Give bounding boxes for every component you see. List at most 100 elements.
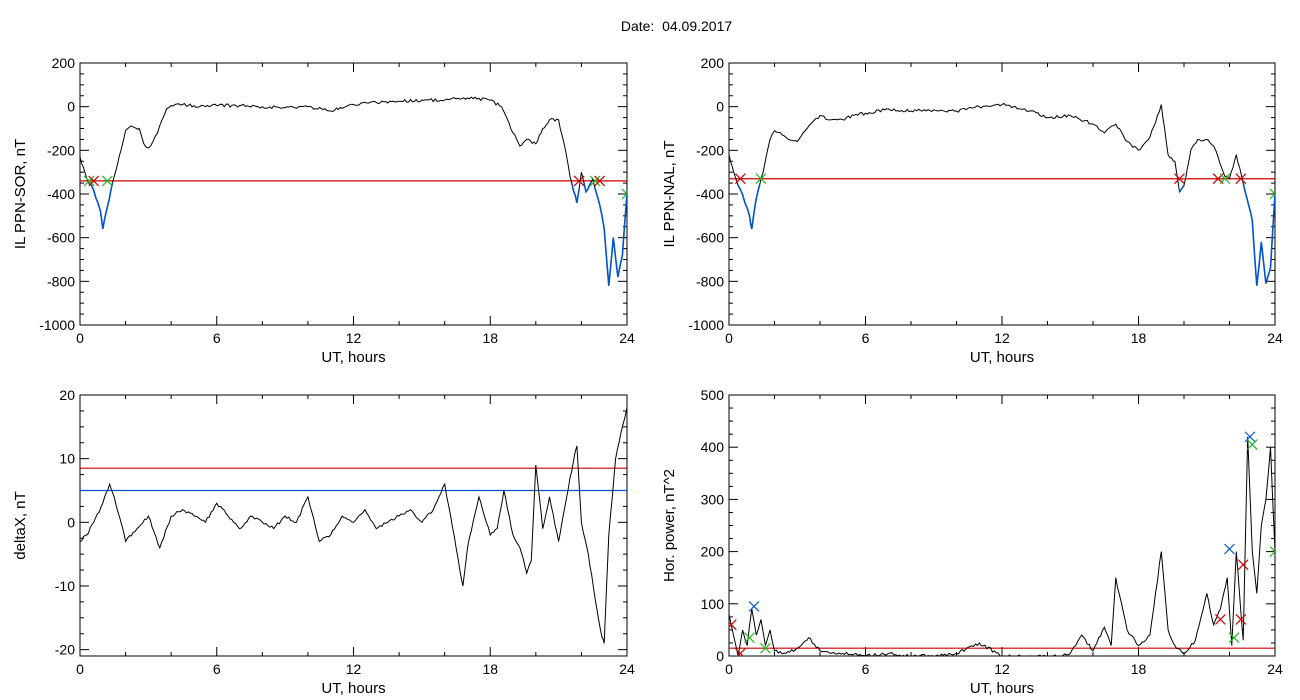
y-tick-label: -1000 — [688, 317, 724, 333]
y-tick-label: 500 — [701, 387, 725, 403]
event-marker — [621, 188, 627, 200]
event-marker-stroke — [589, 175, 601, 187]
series-line — [729, 102, 1275, 286]
x-tick-label: 6 — [213, 330, 221, 346]
x-tick-label: 12 — [994, 661, 1010, 677]
x-tick-label: 0 — [76, 330, 84, 346]
event-marker-stroke — [759, 642, 771, 654]
event-marker-stroke — [1237, 559, 1249, 571]
event-marker — [589, 175, 601, 187]
event-marker — [1246, 439, 1258, 451]
event-marker-stroke — [1246, 439, 1258, 451]
x-tick-label: 24 — [619, 661, 635, 677]
y-tick-label: -800 — [47, 273, 75, 289]
x-tick-label: 18 — [1131, 330, 1147, 346]
x-tick-label: 24 — [1267, 661, 1283, 677]
event-marker — [1269, 188, 1275, 200]
y-tick-label: 200 — [701, 55, 725, 71]
event-marker-stroke — [1235, 614, 1247, 625]
event-marker — [1235, 173, 1247, 185]
below-threshold-segment — [593, 186, 627, 286]
x-tick-label: 0 — [725, 330, 733, 346]
page-title: Date: 04.09.2017 — [620, 18, 733, 34]
x-tick-label: 24 — [619, 330, 635, 346]
event-marker-stroke — [729, 619, 737, 628]
event-marker-stroke — [734, 173, 746, 185]
event-marker — [759, 642, 771, 654]
event-marker-stroke — [1269, 546, 1275, 553]
y-tick-label: -600 — [696, 230, 724, 246]
y-tick-label: 0 — [716, 648, 724, 664]
x-tick-label: 24 — [1267, 330, 1283, 346]
event-marker — [1235, 614, 1247, 625]
x-tick-label: 18 — [1131, 661, 1147, 677]
event-marker — [1269, 546, 1275, 558]
x-tick-label: 0 — [76, 661, 84, 677]
event-marker-stroke — [736, 647, 746, 656]
plot-frame — [79, 394, 628, 657]
y-axis-label: IL PPN-SOR, nT — [12, 139, 29, 249]
x-tick-label: 6 — [862, 330, 870, 346]
y-tick-label: 100 — [701, 596, 725, 612]
event-marker-stroke — [1224, 543, 1235, 555]
event-marker-stroke — [1174, 173, 1185, 185]
plot-frame — [728, 62, 1276, 326]
series-line — [80, 407, 627, 644]
x-axis-label: UT, hours — [321, 680, 385, 697]
x-tick-label: 0 — [725, 661, 733, 677]
event-marker-stroke — [1219, 173, 1231, 185]
y-tick-label: 10 — [59, 451, 75, 467]
below-threshold-segment — [570, 182, 580, 203]
event-marker-stroke — [594, 175, 606, 187]
series-line — [80, 96, 627, 286]
event-marker-stroke — [744, 632, 755, 644]
event-marker — [101, 175, 113, 187]
below-threshold-segment — [737, 184, 761, 230]
event-marker — [83, 175, 95, 187]
y-tick-label: -10 — [55, 578, 75, 594]
event-marker-stroke — [101, 175, 113, 187]
x-tick-label: 12 — [346, 330, 362, 346]
event-marker-stroke — [621, 188, 627, 195]
event-marker — [1244, 431, 1256, 443]
event-marker-stroke — [1235, 173, 1247, 185]
event-marker — [734, 173, 746, 185]
y-tick-label: 200 — [701, 544, 725, 560]
event-marker — [1224, 543, 1235, 555]
x-axis-label: UT, hours — [970, 680, 1034, 697]
x-tick-label: 12 — [994, 330, 1010, 346]
y-tick-label: -400 — [47, 186, 75, 202]
event-marker-stroke — [573, 175, 585, 187]
event-marker-stroke — [88, 175, 100, 187]
plot-area — [80, 407, 627, 644]
event-marker-stroke — [755, 173, 767, 185]
below-threshold-segment — [1178, 184, 1185, 193]
y-tick-label: -20 — [55, 642, 75, 658]
event-marker-stroke — [1244, 431, 1256, 443]
series-line — [729, 436, 1275, 656]
y-tick-label: -800 — [696, 273, 724, 289]
event-marker — [1237, 559, 1249, 571]
event-marker-stroke — [1269, 193, 1275, 200]
x-tick-label: 6 — [862, 661, 870, 677]
x-tick-label: 6 — [213, 661, 221, 677]
plot-area — [729, 431, 1275, 656]
event-marker — [729, 619, 737, 631]
event-marker — [1228, 632, 1240, 644]
event-marker-stroke — [748, 600, 760, 612]
event-marker — [573, 175, 585, 187]
chart-panel-power: 0 6 12 18 24 0 100 200 300 400 500 UT, hours Hor. po… — [661, 387, 1283, 697]
y-tick-label: -200 — [696, 142, 724, 158]
y-axis-label: Hor. power, nT^2 — [661, 469, 678, 582]
y-tick-label: -200 — [47, 142, 75, 158]
event-marker — [1214, 614, 1226, 625]
event-marker-stroke — [1269, 188, 1275, 195]
event-marker-stroke — [1214, 614, 1226, 625]
y-axis-label: IL PPN-NAL, nT — [661, 141, 678, 248]
chart-panel-sor: 0 6 12 18 24 -1000 -800 -600 -400 -200 0 200 UT, hou… — [12, 55, 635, 366]
y-tick-label: 20 — [59, 387, 75, 403]
x-tick-label: 12 — [346, 661, 362, 677]
event-marker — [1174, 173, 1185, 185]
event-marker — [755, 173, 767, 185]
